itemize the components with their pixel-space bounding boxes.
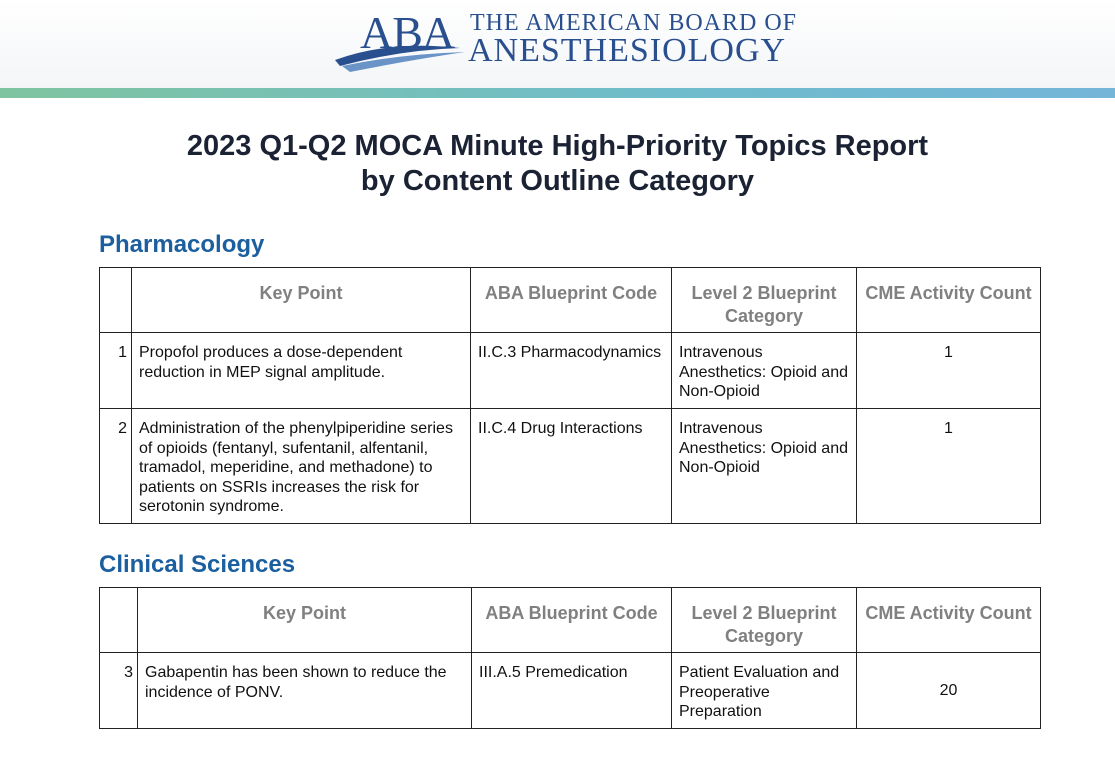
header-cell	[99, 587, 138, 653]
table-cell: 1	[856, 408, 1041, 524]
report-title: by Content Outline Category	[360, 165, 755, 197]
data-table: Key Point ABA Blueprint Code Level 2 Bluep…	[99, 267, 1041, 524]
column-header: CME Activity Count	[856, 587, 1041, 653]
table-row: 2 Administration of the phenylpiperidine …	[99, 408, 1041, 524]
header-cell	[99, 267, 132, 333]
column-header: Key Point	[137, 587, 472, 653]
logo-swoosh	[335, 45, 465, 72]
row-number: 3	[99, 652, 138, 729]
column-header: CME Activity Count	[856, 267, 1041, 333]
header-row: Key Point ABA Blueprint Code Level 2 Bluep…	[99, 267, 1041, 333]
section-heading: Clinical Sciences	[99, 551, 296, 578]
table-cell: Administration of the phenylpiperidine s…	[131, 408, 471, 524]
table-cell: II.C.4 Drug Interactions	[470, 408, 672, 524]
section-heading: Pharmacology	[99, 231, 265, 258]
row-number: 1	[99, 332, 132, 409]
table-cell: 1	[856, 332, 1041, 409]
column-header: ABA Blueprint Code	[471, 587, 672, 653]
logo-banner: ABA THE AMERICAN BOARD OF ANESTHESIOLOGY	[0, 0, 1115, 88]
org-name: ANESTHESIOLOGY	[468, 32, 787, 69]
column-header: Level 2 Blueprint Category	[671, 587, 857, 653]
table-cell: Patient Evaluation and Preoperative Prep…	[671, 652, 857, 729]
table-cell: Intravenous Anesthetics: Opioid and Non-…	[671, 332, 857, 409]
table-cell: Intravenous Anesthetics: Opioid and Non-…	[671, 408, 857, 524]
table-row: 1 Propofol produces a dose-dependent redu…	[99, 332, 1041, 409]
table-cell: Gabapentin has been shown to reduce the …	[137, 652, 472, 729]
org-name: THE AMERICAN BOARD OF	[470, 10, 798, 36]
table-cell: 20	[856, 652, 1041, 729]
divider-bar	[0, 88, 1115, 98]
data-table: Key Point ABA Blueprint Code Level 2 Bluep…	[99, 587, 1041, 729]
table-cell: II.C.3 Pharmacodynamics	[470, 332, 672, 409]
column-header: Level 2 Blueprint Category	[671, 267, 857, 333]
row-number: 2	[99, 408, 132, 524]
table-cell: III.A.5 Premedication	[471, 652, 672, 729]
column-header: Key Point	[131, 267, 471, 333]
report-title: 2023 Q1-Q2 MOCA Minute High-Priority Top…	[186, 130, 929, 162]
logo-mark: ABA	[360, 7, 455, 58]
header-row: Key Point ABA Blueprint Code Level 2 Bluep…	[99, 587, 1041, 653]
table-cell: Propofol produces a dose-dependent reduc…	[131, 332, 471, 409]
column-header: ABA Blueprint Code	[470, 267, 672, 333]
table-row: 3 Gabapentin has been shown to reduce the…	[99, 652, 1041, 729]
